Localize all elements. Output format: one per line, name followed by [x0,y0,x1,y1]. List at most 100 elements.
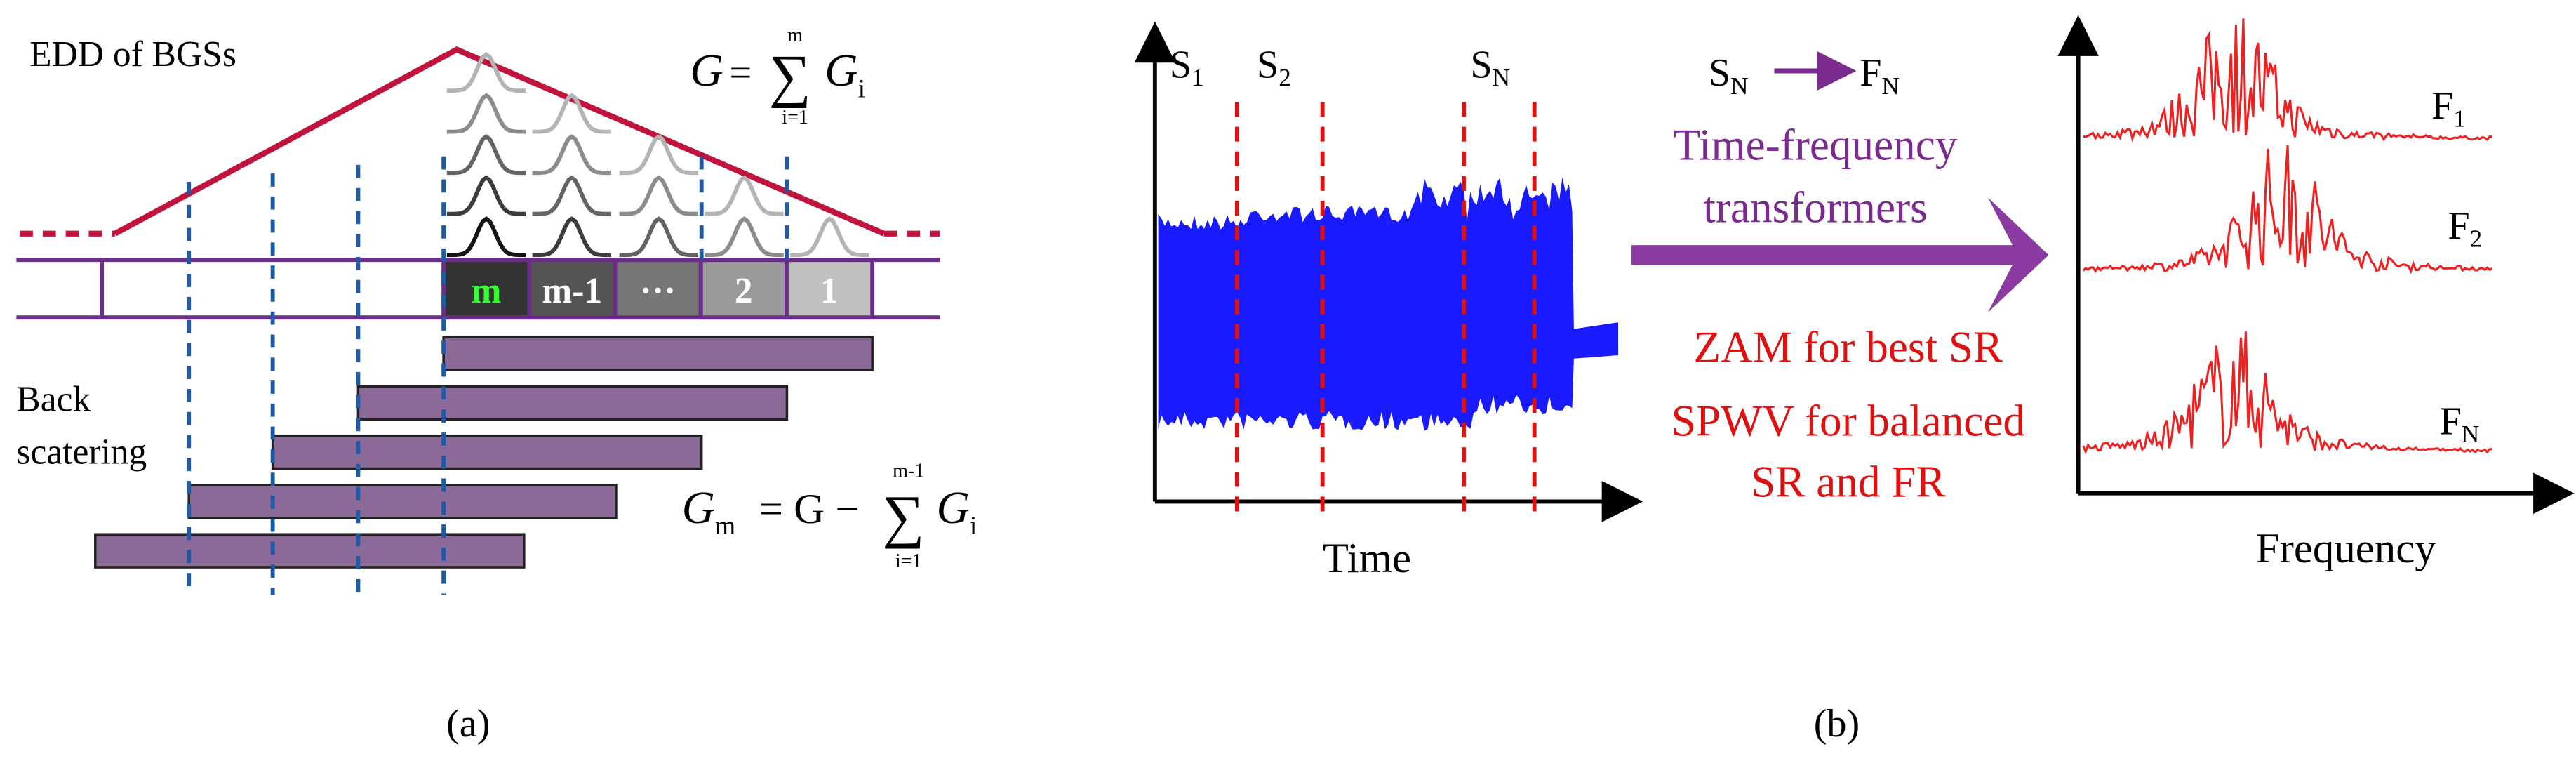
spectrum [2082,331,2492,455]
sym: F [1860,51,1881,95]
segment-label: S2 [1257,43,1291,91]
sub: N [2462,421,2479,448]
cell-label: 1 [820,271,839,311]
sub: i [858,74,865,103]
sym: ∑ [882,484,924,550]
sym: G [690,46,723,96]
backscatter-bar [187,484,618,519]
sym: F [2431,84,2453,128]
label: scatering [16,432,147,472]
cell-label: ··· [640,271,676,311]
gain-curve [446,175,526,216]
segment-label: SN [1470,43,1510,91]
caption: (a) [446,702,490,746]
gain-curves [446,52,869,258]
backscatter-bar [94,533,526,569]
sym: = [729,51,752,95]
gain-curve [446,216,526,258]
axis-label: Frequency [2256,525,2436,572]
time-signal [1158,177,1619,431]
sub: N [1881,72,1899,100]
gain-curve [619,175,699,216]
axis-label: Time [1323,535,1411,582]
gain-curve [532,93,611,134]
gain-curve [532,175,611,216]
sub: 1 [2453,105,2466,133]
sub: m [715,512,735,541]
sym: i=1 [895,550,922,572]
sym: F [2448,204,2469,248]
gain-curve [705,175,784,216]
gain-curve [790,216,869,258]
sym: F [2440,399,2462,443]
transform-label: Time-frequency [1674,120,1958,169]
edd-triangle [113,46,886,237]
gain-curve [532,134,611,176]
cell [613,258,703,320]
backscatter-bar [271,434,703,470]
sub: 2 [2470,225,2483,253]
sub: i [970,512,977,541]
spectrum-label: F2 [2448,204,2482,253]
transform-arrow [1631,197,2049,313]
sym: S [1709,51,1730,95]
caption: (b) [1814,702,1860,746]
method: SR and FR [1751,457,1946,506]
spectra [2082,18,2493,455]
sub: N [1493,64,1510,91]
gain-curve [446,134,526,176]
sub: 1 [1192,64,1204,91]
sym: G [825,46,857,96]
gain-curve [619,216,699,258]
cells: m m-1 ··· 2 1 [441,258,875,320]
gain-curve [619,134,699,176]
cell [527,258,618,320]
panel-a: m m-1 ··· 2 1 EDD of BGSs G = ∑ m i=1 Gi Bac… [16,25,977,746]
spectrum-label: F1 [2431,84,2466,133]
mapping: SN [1709,51,1749,100]
formula-gm: Gm = G − ∑ m-1 i=1 Gi [682,460,977,572]
sym: G [682,483,715,534]
transform-label: transformers [1703,183,1927,232]
spectrum [2083,18,2492,143]
title: EDD of BGSs [29,34,236,74]
method: ZAM for best SR [1694,322,2004,371]
blue-dashes [187,156,789,595]
gain-curve [446,93,526,134]
sub: N [1730,72,1748,100]
label: Back [16,380,91,420]
cell [785,258,875,320]
spectrum-label: FN [2440,399,2480,448]
formula-g: G = ∑ m i=1 Gi [690,25,865,128]
sym: Gi [825,46,865,103]
cell-label: m [472,271,502,311]
sub: 2 [1279,64,1291,91]
backscatter-bars [94,336,874,569]
backscatter-bar [356,385,789,421]
panel-b: S1 S2 SN Time SN FN Time-frequency trans… [1134,15,2575,746]
mapping: FN [1860,51,1900,100]
gain-curve [532,216,611,258]
method: SPWV for balanced [1671,397,2025,446]
sym: m-1 [893,460,924,482]
cell-label: m-1 [542,271,602,311]
gain-curve [446,52,526,93]
spectrum [2082,145,2493,274]
sym: S [1257,43,1279,86]
sym: m [787,25,803,46]
sym: S [1170,43,1192,86]
sym: = G − [759,486,860,533]
sym: G [936,483,969,534]
sym: Gm [682,483,735,541]
sym: ∑ [769,44,811,109]
gain-curve [705,216,784,258]
sym: i=1 [782,107,808,128]
segment-label: S1 [1170,43,1204,91]
sym: Gi [936,483,977,541]
backscatter-bar [442,336,874,371]
cell-label: 2 [735,271,753,311]
sym: S [1470,43,1492,86]
segment-lines [1234,102,1537,513]
